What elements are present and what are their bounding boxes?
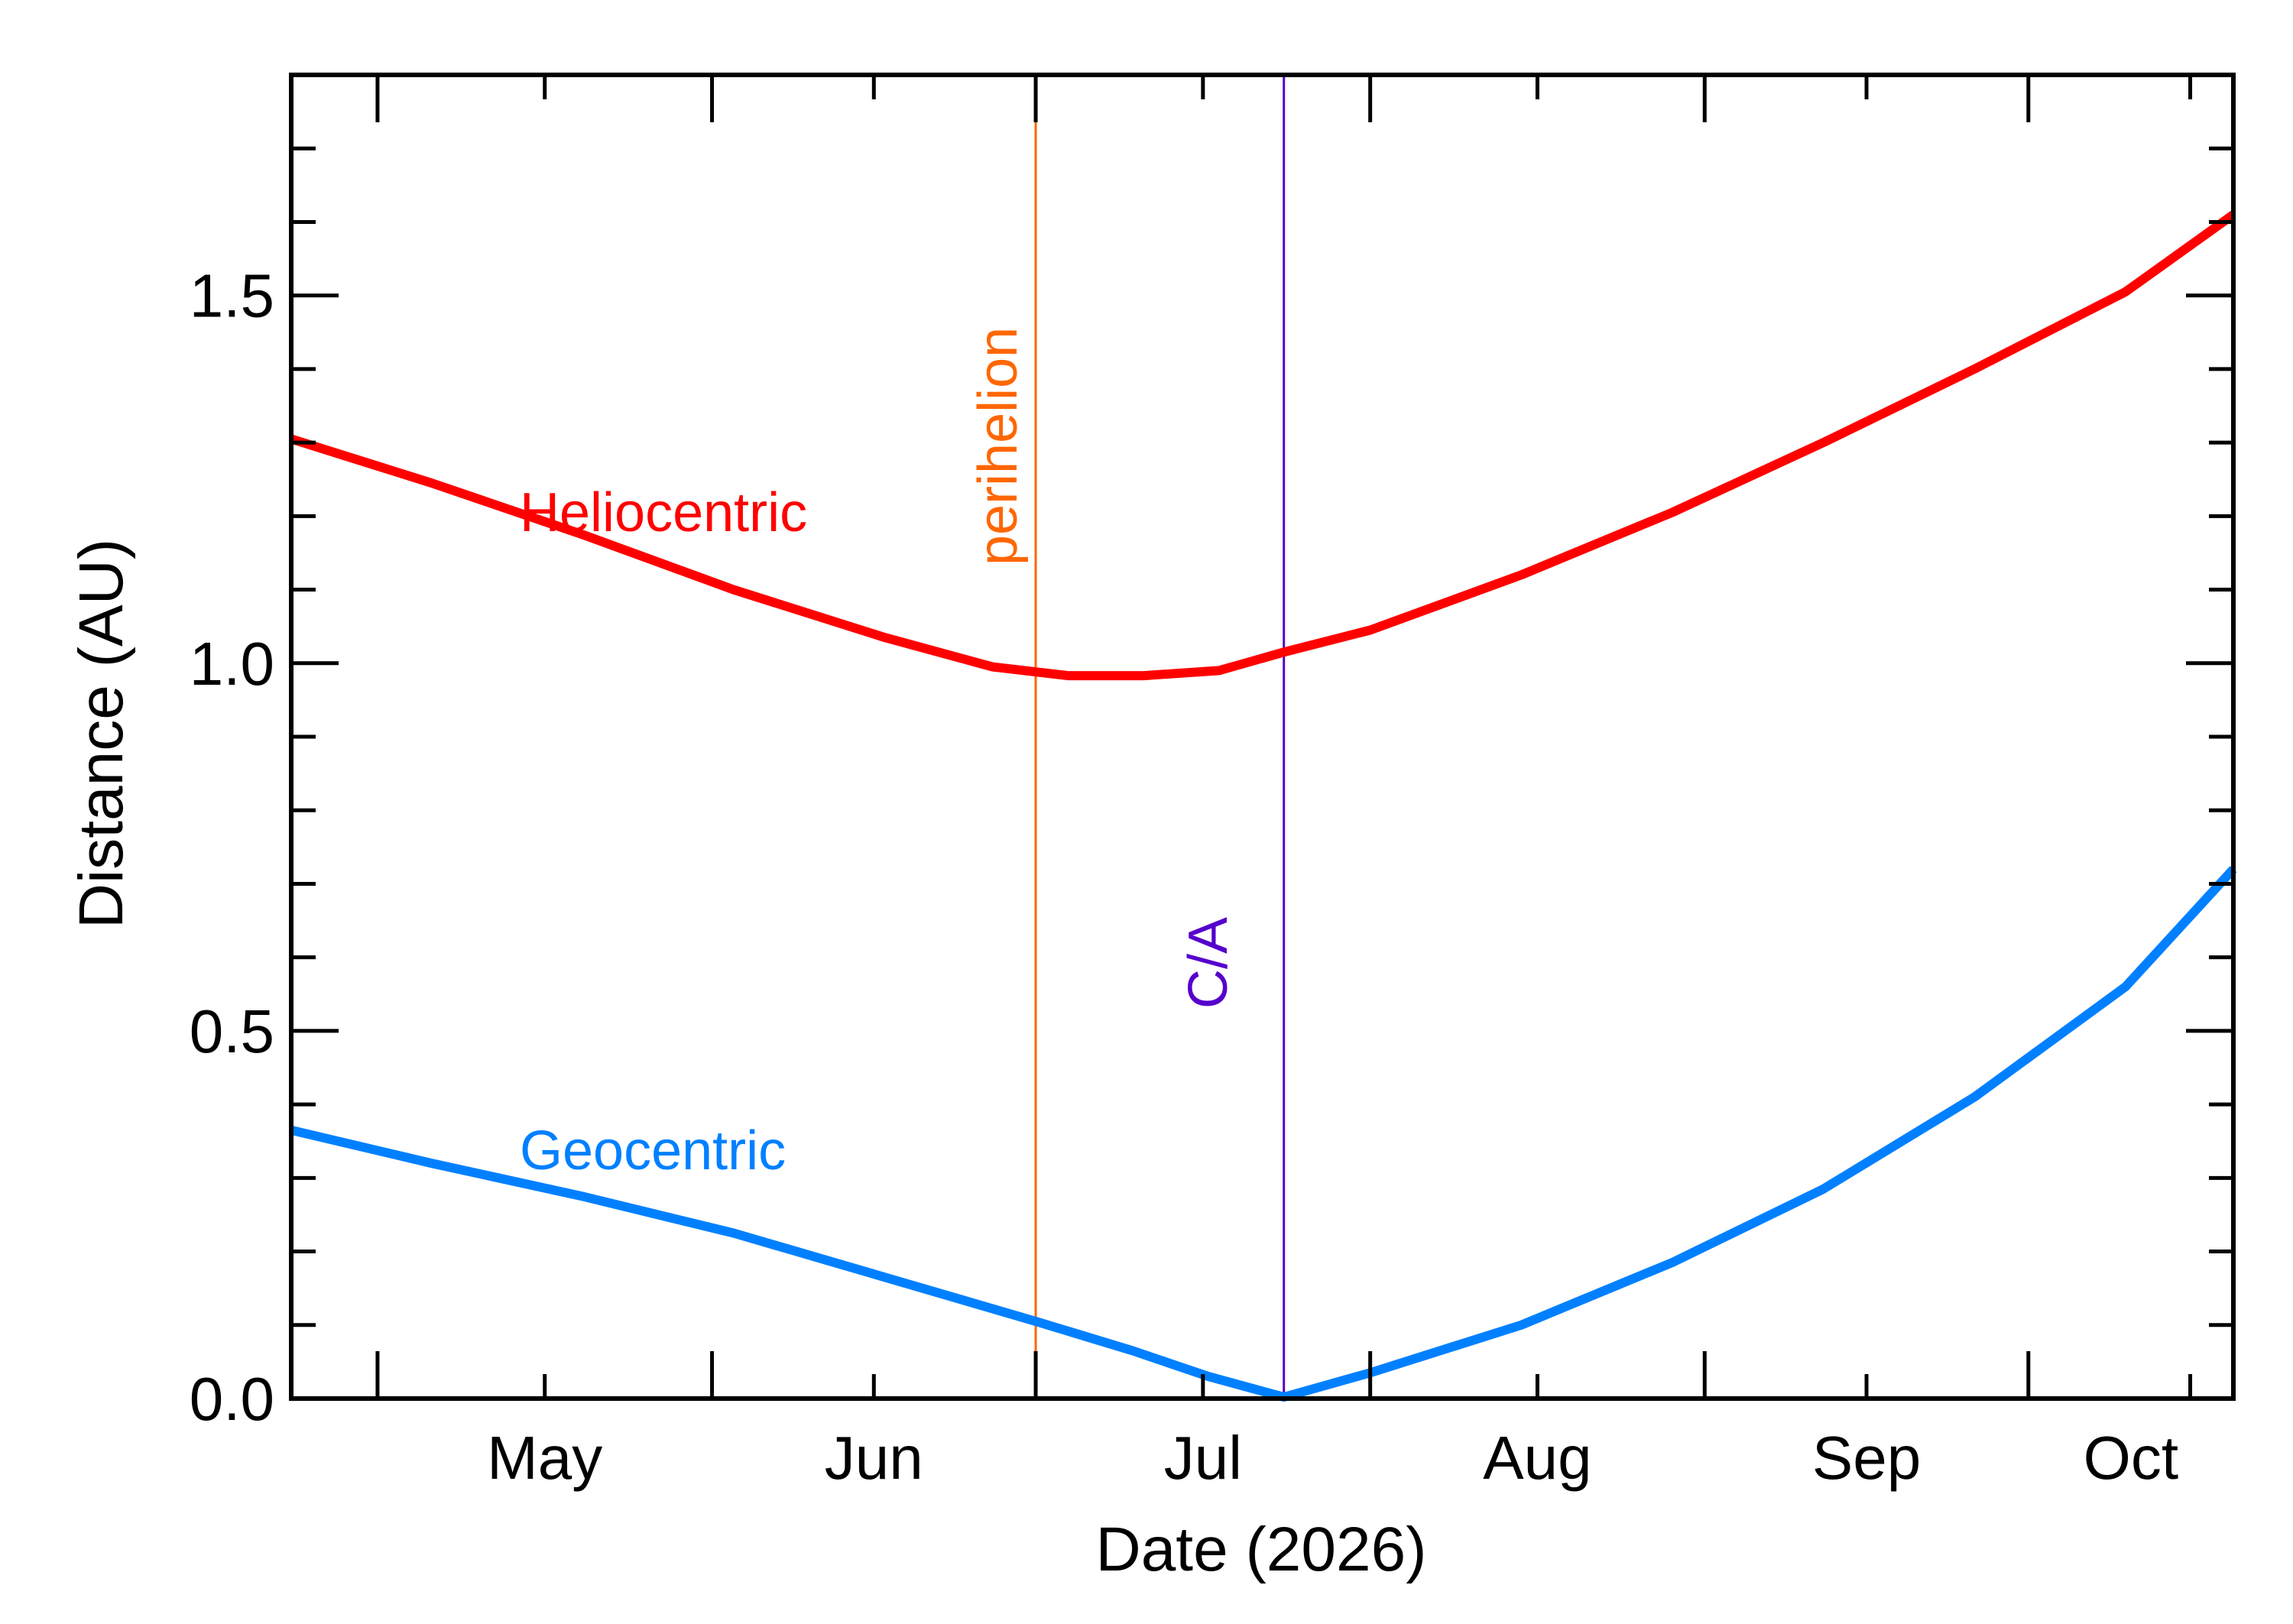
y-axis-title: Distance (AU) bbox=[66, 539, 136, 929]
x-tick-label: Sep bbox=[1812, 1424, 1921, 1492]
axis-ticks bbox=[291, 73, 2233, 1401]
geocentric-curve bbox=[290, 866, 2237, 1402]
heliocentric-label: Heliocentric bbox=[520, 482, 807, 543]
axis-tick-labels: 0.0 0.5 1.0 1.5 May Jun Jul Aug Sep Oct bbox=[190, 262, 2178, 1492]
x-tick-label: Jun bbox=[825, 1424, 923, 1492]
x-tick-label: Oct bbox=[2084, 1424, 2178, 1492]
x-tick-label: May bbox=[487, 1424, 602, 1492]
x-tick-label: Aug bbox=[1483, 1424, 1591, 1492]
heliocentric-curve bbox=[290, 210, 2236, 681]
event-markers bbox=[1034, 75, 1286, 1399]
y-tick-label: 1.0 bbox=[190, 630, 274, 698]
data-series bbox=[290, 210, 2237, 1402]
geocentric-label: Geocentric bbox=[520, 1120, 786, 1182]
y-tick-label: 0.5 bbox=[190, 997, 274, 1065]
x-axis-title: Date (2026) bbox=[1095, 1515, 1426, 1584]
y-tick-label: 0.0 bbox=[190, 1365, 274, 1433]
closest-approach-label: C/A bbox=[1178, 917, 1239, 1009]
x-tick-label: Jul bbox=[1164, 1424, 1242, 1492]
y-tick-label: 1.5 bbox=[190, 262, 274, 330]
perihelion-label: perihelion bbox=[968, 327, 1029, 566]
